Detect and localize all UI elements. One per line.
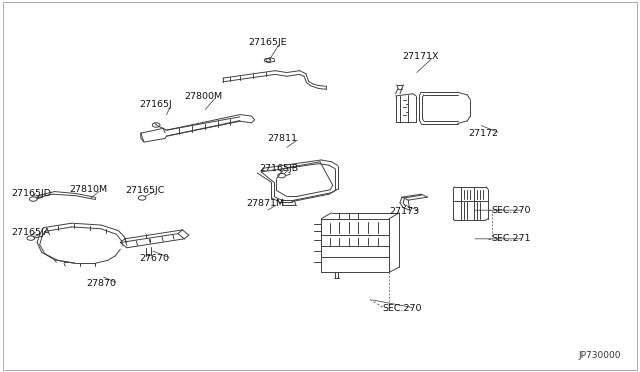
Text: 27870: 27870 (86, 279, 116, 288)
Text: 27165JE: 27165JE (248, 38, 287, 47)
Text: 27871M: 27871M (246, 199, 285, 208)
Text: 27670: 27670 (140, 254, 170, 263)
Text: 27810M: 27810M (69, 185, 108, 194)
Text: SEC.270: SEC.270 (492, 206, 531, 215)
Text: 27165JD: 27165JD (12, 189, 51, 198)
Text: 27165J: 27165J (140, 100, 172, 109)
Text: 27173: 27173 (389, 207, 419, 216)
Text: JP730000: JP730000 (579, 351, 621, 360)
Text: 27165JA: 27165JA (12, 228, 51, 237)
Text: 27172: 27172 (468, 129, 499, 138)
Text: SEC.271: SEC.271 (492, 234, 531, 243)
Text: 27165JB: 27165JB (259, 164, 298, 173)
Text: SEC.270: SEC.270 (383, 304, 422, 312)
Text: 27165JC: 27165JC (125, 186, 164, 195)
Text: 27800M: 27800M (184, 92, 223, 101)
Text: 27811: 27811 (268, 134, 298, 143)
Text: 27171X: 27171X (402, 52, 438, 61)
